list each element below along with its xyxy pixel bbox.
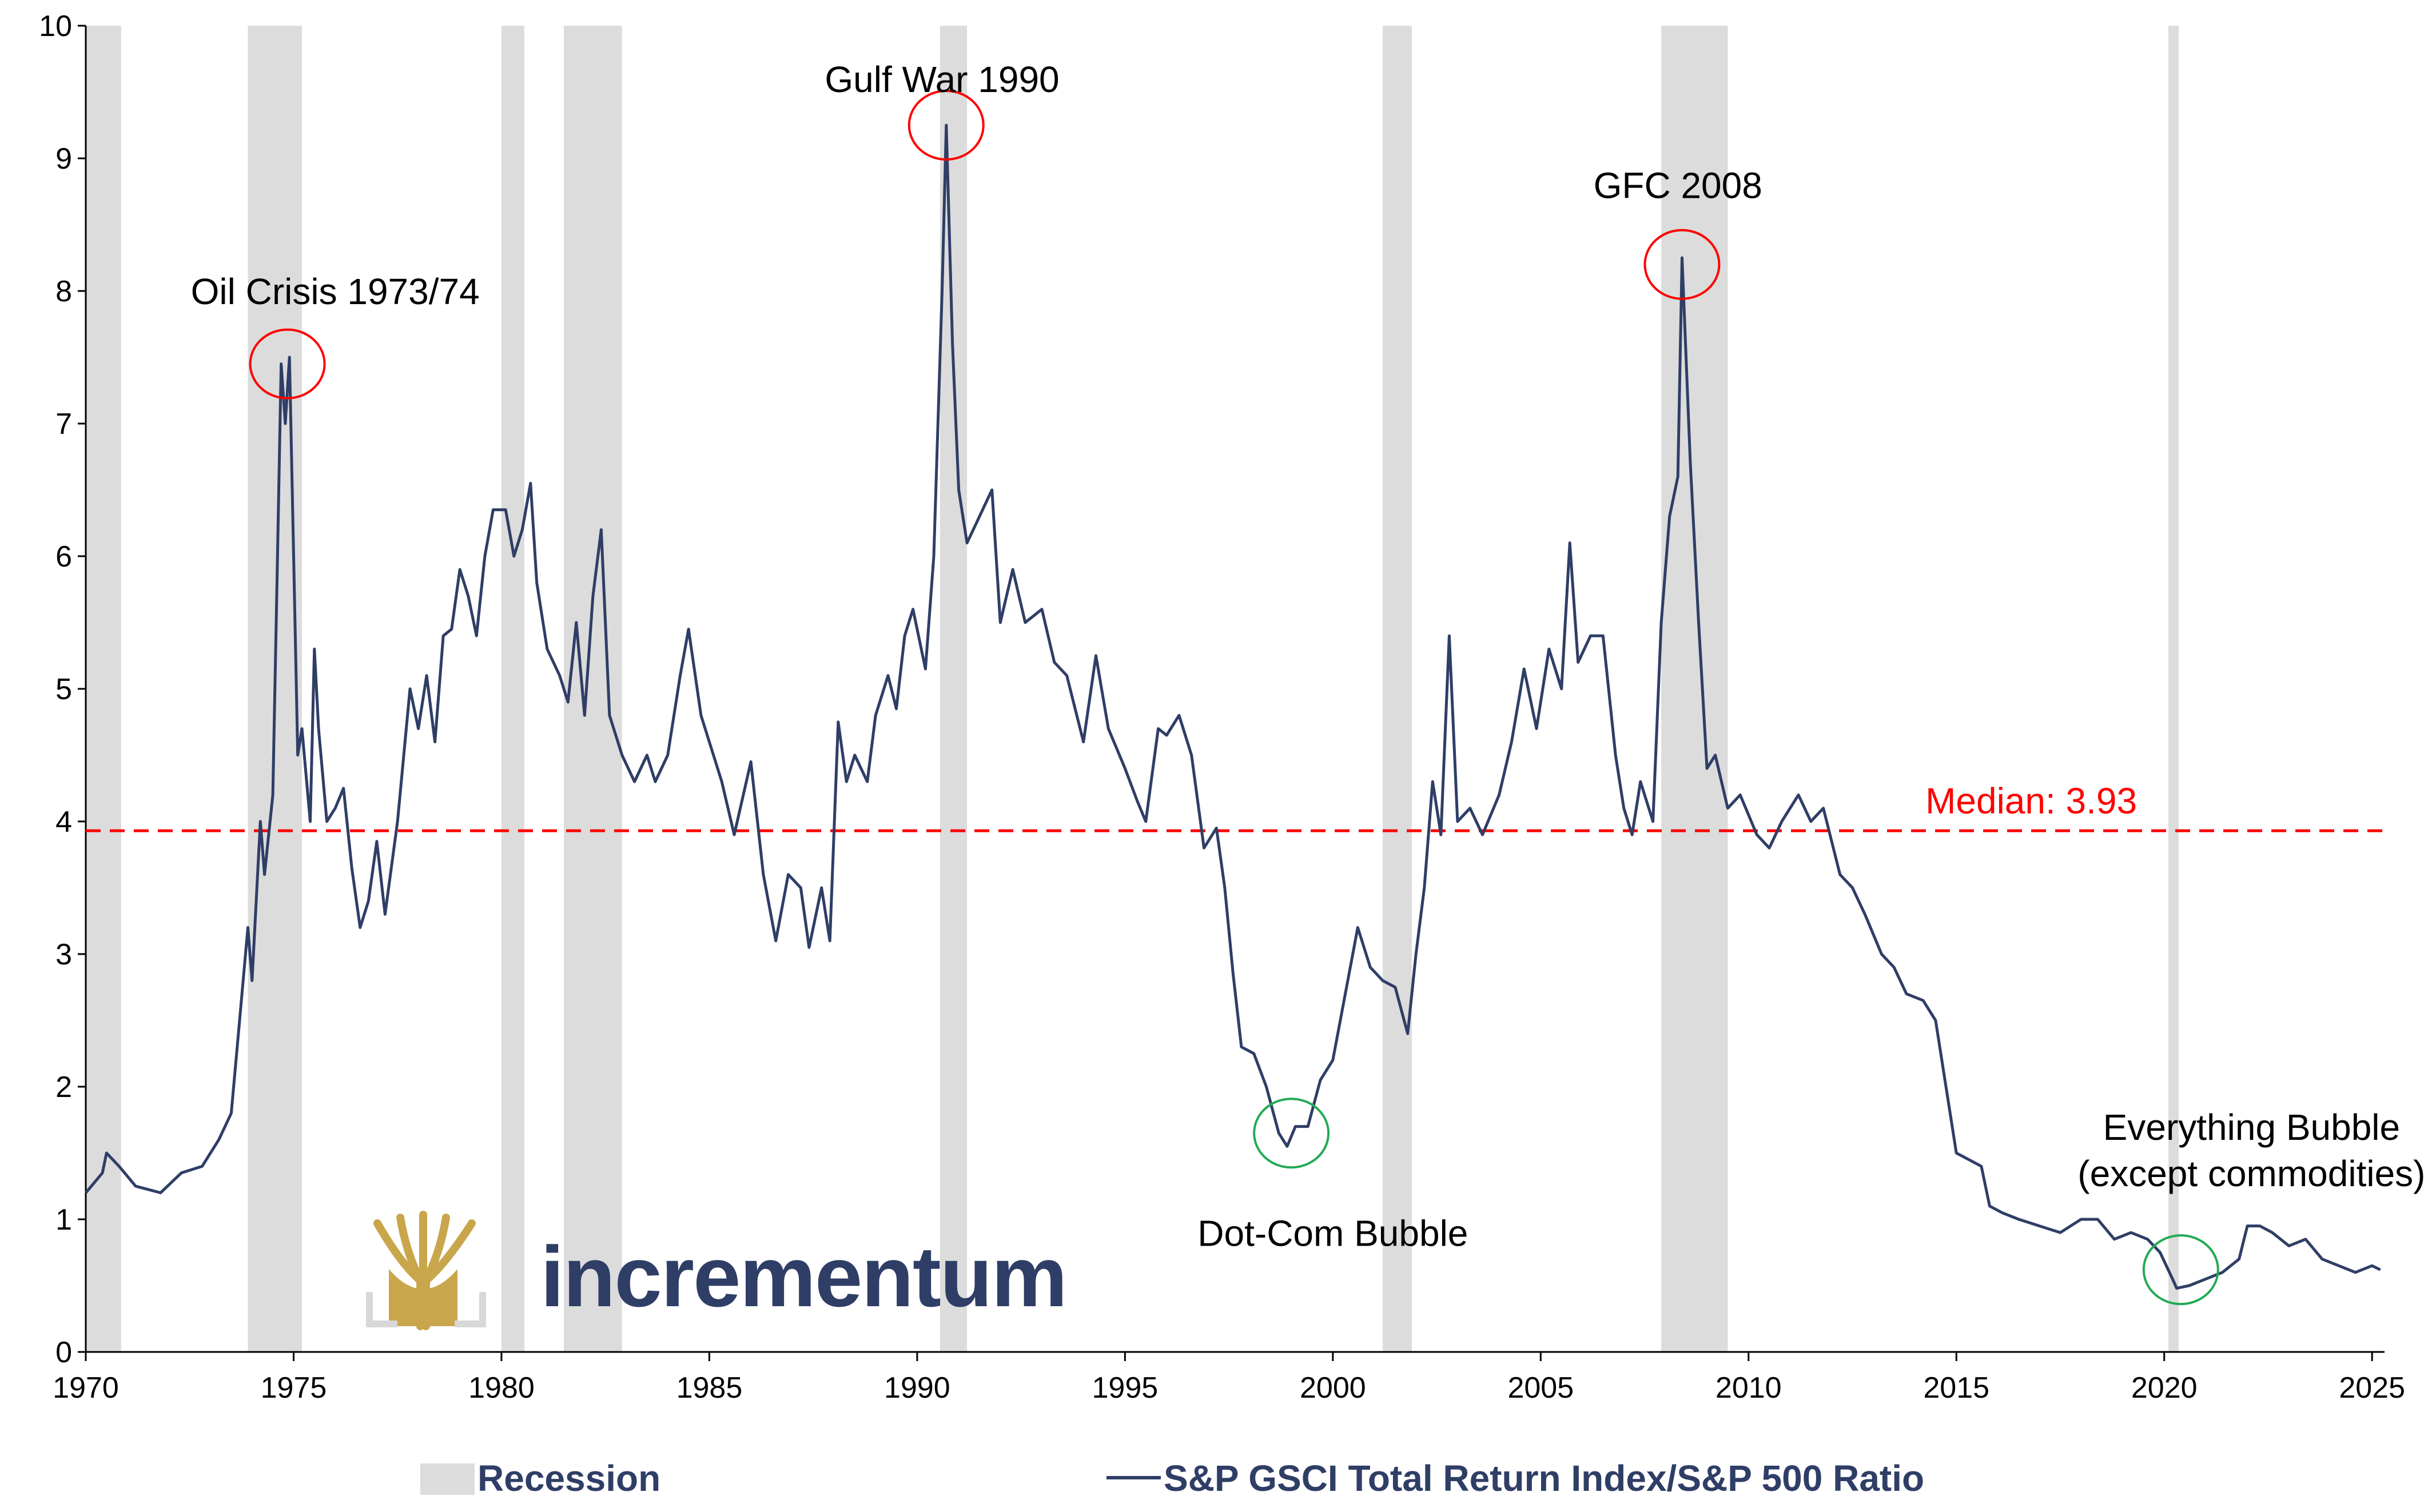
peak-circle-2 (1643, 229, 1721, 300)
legend-series-label: S&P GSCI Total Return Index/S&P 500 Rati… (1164, 1458, 1924, 1499)
series-line-0 (85, 123, 2381, 1290)
x-tick-label: 1995 (1092, 1371, 1159, 1405)
y-tick-label: 0 (55, 1336, 72, 1369)
recession-band-5 (1383, 26, 1412, 1352)
x-tick-label: 1970 (53, 1371, 119, 1405)
annotation-label: Oil Crisis 1973/74 (191, 271, 480, 312)
x-tick-label: 2005 (1507, 1371, 1574, 1405)
y-tick-label: 7 (55, 408, 72, 441)
x-tick-label: 1975 (261, 1371, 327, 1405)
x-tick-label: 2000 (1300, 1371, 1366, 1405)
x-tick-label: 1990 (884, 1371, 950, 1405)
annotation-label: Everything Bubble (2103, 1107, 2400, 1148)
recession-band-3 (563, 26, 622, 1352)
annotation-label: Dot-Com Bubble (1197, 1212, 1468, 1254)
x-tick-label: 2020 (2131, 1371, 2198, 1405)
peak-circle-0 (249, 328, 326, 400)
x-tick-label: 2025 (2339, 1371, 2405, 1405)
y-tick-label: 6 (55, 540, 72, 573)
y-tick-label: 1 (55, 1203, 72, 1236)
x-tick-label: 1980 (468, 1371, 535, 1405)
recession-band-2 (501, 26, 524, 1352)
y-tick-label: 2 (55, 1071, 72, 1104)
trough-circle-0 (1253, 1098, 1330, 1169)
peak-circle-1 (907, 90, 985, 161)
legend-recession-swatch (420, 1463, 475, 1495)
trough-circle-1 (2142, 1234, 2219, 1306)
y-tick-label: 3 (55, 938, 72, 971)
y-tick-label: 9 (55, 142, 72, 175)
legend: Recession S&P GSCI Total Return Index/S&… (420, 1458, 1924, 1499)
incrementum-logo: incrementum (366, 1211, 1068, 1332)
x-tick-label: 2015 (1923, 1371, 1989, 1405)
recession-band-7 (2168, 26, 2179, 1352)
legend-recession-label: Recession (477, 1458, 660, 1499)
x-tick-label: 1985 (676, 1371, 743, 1405)
y-tick-label: 8 (55, 275, 72, 308)
annotation-label: GFC 2008 (1594, 165, 1762, 206)
annotation-label: (except commodities) (2077, 1153, 2425, 1194)
annotation-label: Gulf War 1990 (825, 59, 1059, 100)
y-tick-label: 4 (55, 805, 72, 839)
logo-wordmark: incrementum (540, 1228, 1066, 1325)
tree-logo-icon (366, 1211, 486, 1332)
y-tick-label: 5 (55, 673, 72, 706)
x-tick-label: 2010 (1715, 1371, 1782, 1405)
recession-band-6 (1661, 26, 1728, 1352)
recession-band-0 (86, 26, 121, 1352)
median-label: Median: 3.93 (1925, 780, 2137, 821)
y-tick-label: 10 (39, 10, 72, 43)
